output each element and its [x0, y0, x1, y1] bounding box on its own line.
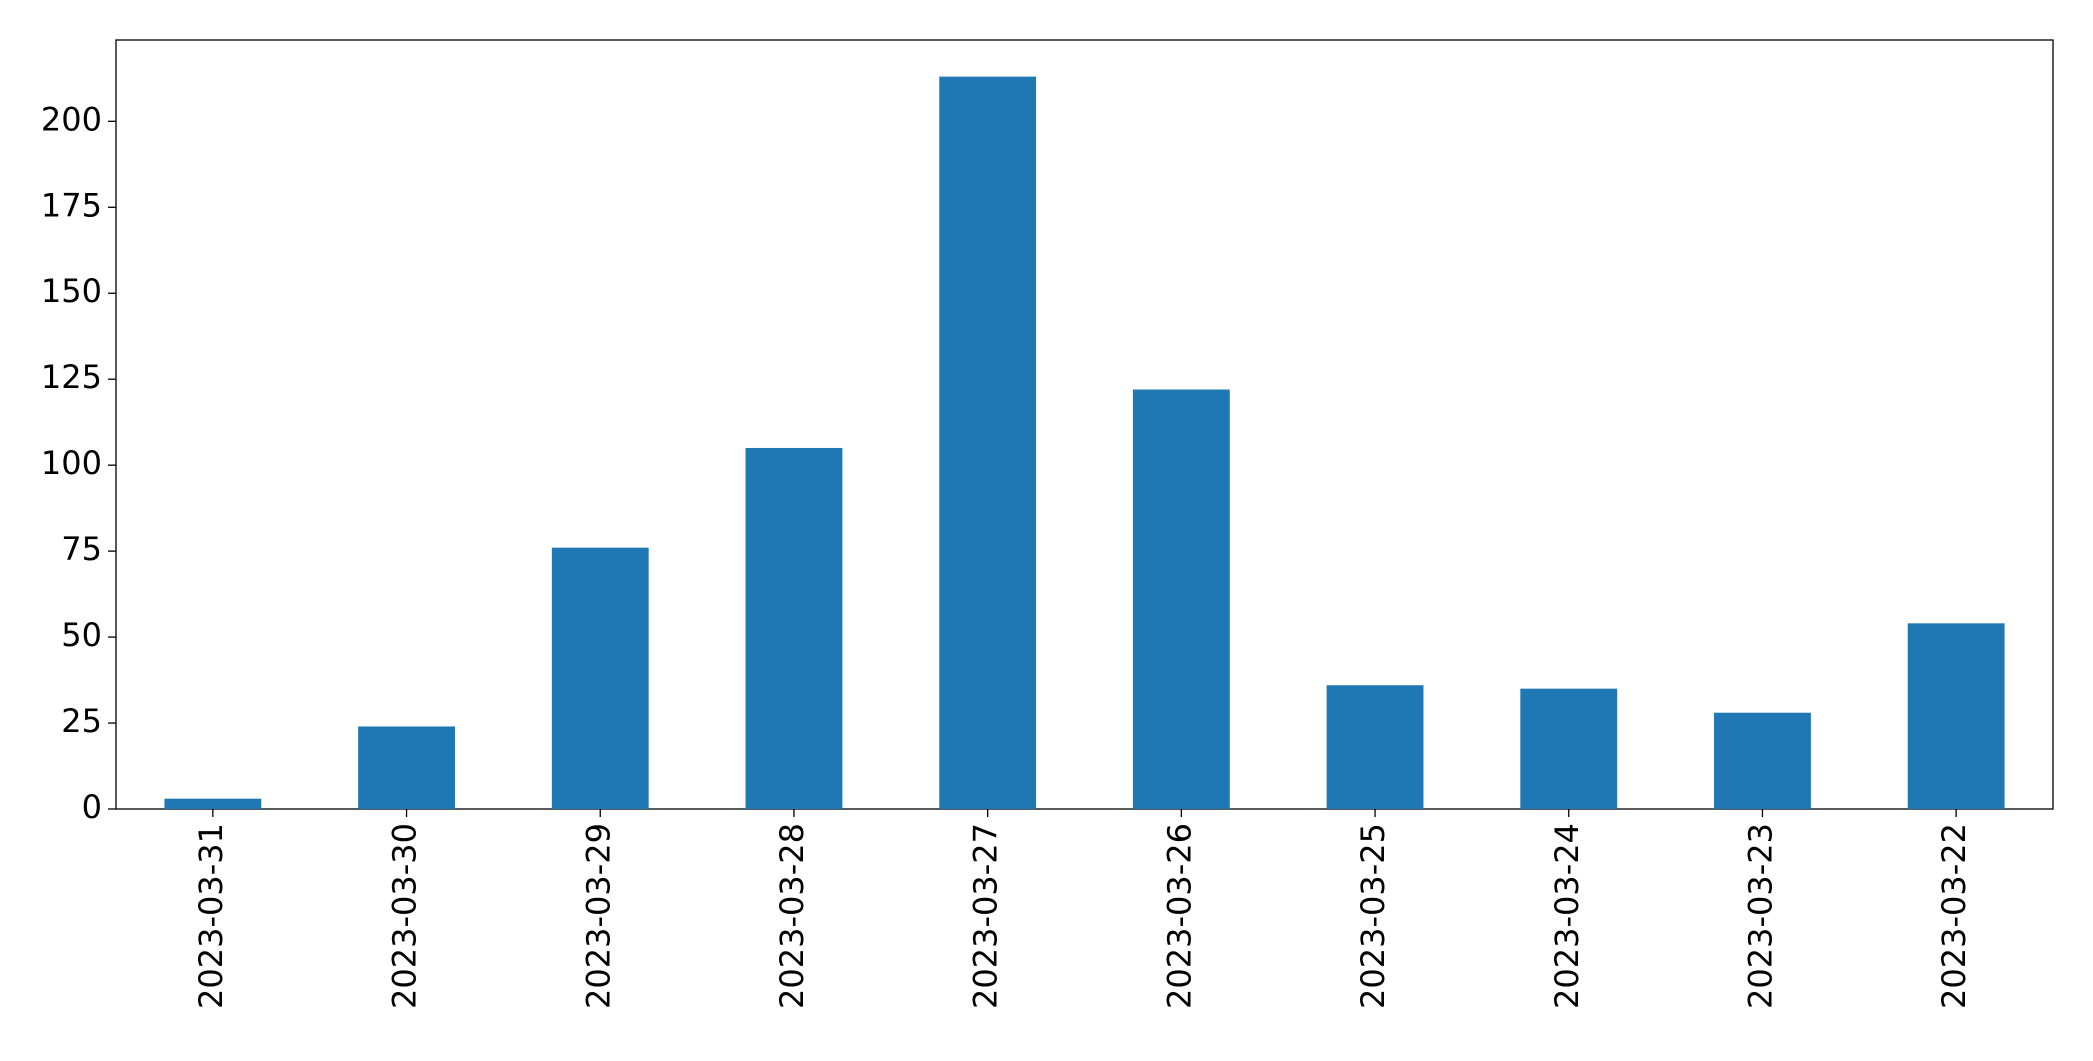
x-tick-label: 2023-03-24: [1548, 823, 1586, 1009]
y-tick-label: 200: [41, 100, 102, 138]
bar: [1714, 712, 1811, 809]
y-tick-label: 50: [61, 616, 102, 654]
x-tick-label: 2023-03-29: [579, 823, 617, 1009]
y-tick-label: 125: [41, 358, 102, 396]
y-tick-label: 100: [41, 444, 102, 482]
bar: [164, 798, 262, 809]
y-tick-label: 175: [41, 186, 102, 224]
x-tick-label: 2023-03-30: [386, 823, 424, 1009]
x-tick-label: 2023-03-25: [1354, 823, 1392, 1009]
y-tick-label: 75: [61, 530, 102, 568]
y-tick-label: 25: [61, 702, 102, 740]
x-tick-label: 2023-03-28: [773, 823, 811, 1009]
x-tick-label: 2023-03-26: [1160, 823, 1198, 1009]
bar: [551, 547, 649, 809]
bar: [1326, 685, 1424, 809]
x-tick-label: 2023-03-23: [1741, 823, 1779, 1009]
y-tick-label: 0: [82, 788, 102, 826]
axes-frame: [115, 39, 2054, 810]
x-tick-label: 2023-03-27: [967, 823, 1005, 1009]
bar: [939, 76, 1037, 810]
x-tick-label: 2023-03-31: [192, 823, 230, 1009]
y-tick-label: 150: [41, 272, 102, 310]
bar: [745, 447, 843, 809]
bar: [1132, 389, 1230, 809]
bar: [358, 726, 455, 809]
bar: [1520, 688, 1618, 809]
x-tick-label: 2023-03-22: [1935, 823, 1973, 1009]
bar: [1907, 623, 2005, 809]
